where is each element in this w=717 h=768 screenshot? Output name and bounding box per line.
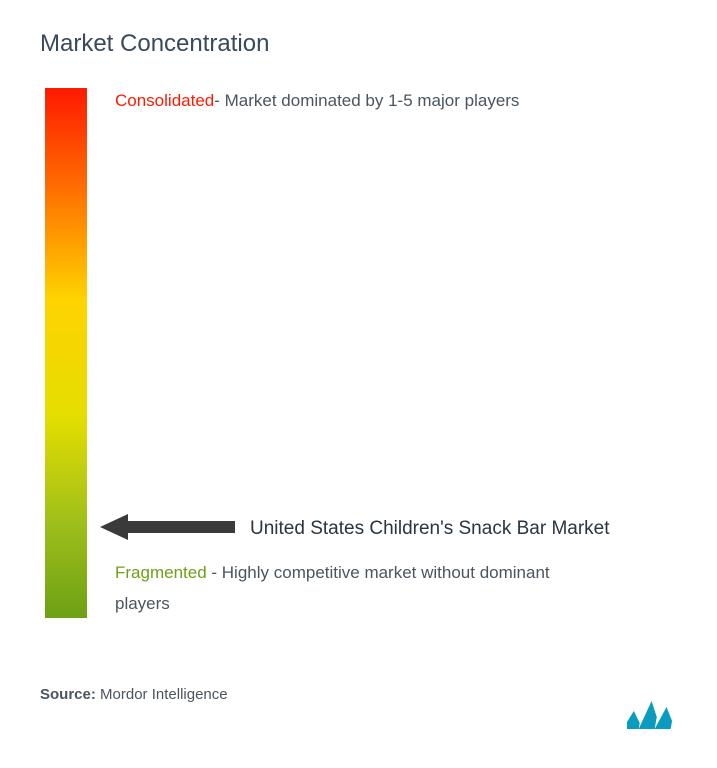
fragmented-keyword: Fragmented <box>115 563 207 582</box>
market-marker-label: United States Children's Snack Bar Marke… <box>250 518 610 540</box>
chart-area: Consolidated- Market dominated by 1-5 ma… <box>40 88 677 648</box>
mordor-logo-icon <box>627 693 682 733</box>
chart-title: Market Concentration <box>40 30 677 58</box>
source-label: Source: <box>40 686 96 703</box>
source-line: Source: Mordor Intelligence <box>40 686 228 703</box>
consolidated-suffix: - Market dominated by 1-5 major players <box>214 91 519 110</box>
concentration-gradient-bar <box>45 88 87 618</box>
consolidated-keyword: Consolidated <box>115 91 214 110</box>
marker-arrow-icon <box>100 512 235 542</box>
fragmented-annotation: Fragmented - Highly competitive market w… <box>115 558 595 619</box>
source-value: Mordor Intelligence <box>100 686 228 703</box>
consolidated-annotation: Consolidated- Market dominated by 1-5 ma… <box>115 88 519 114</box>
